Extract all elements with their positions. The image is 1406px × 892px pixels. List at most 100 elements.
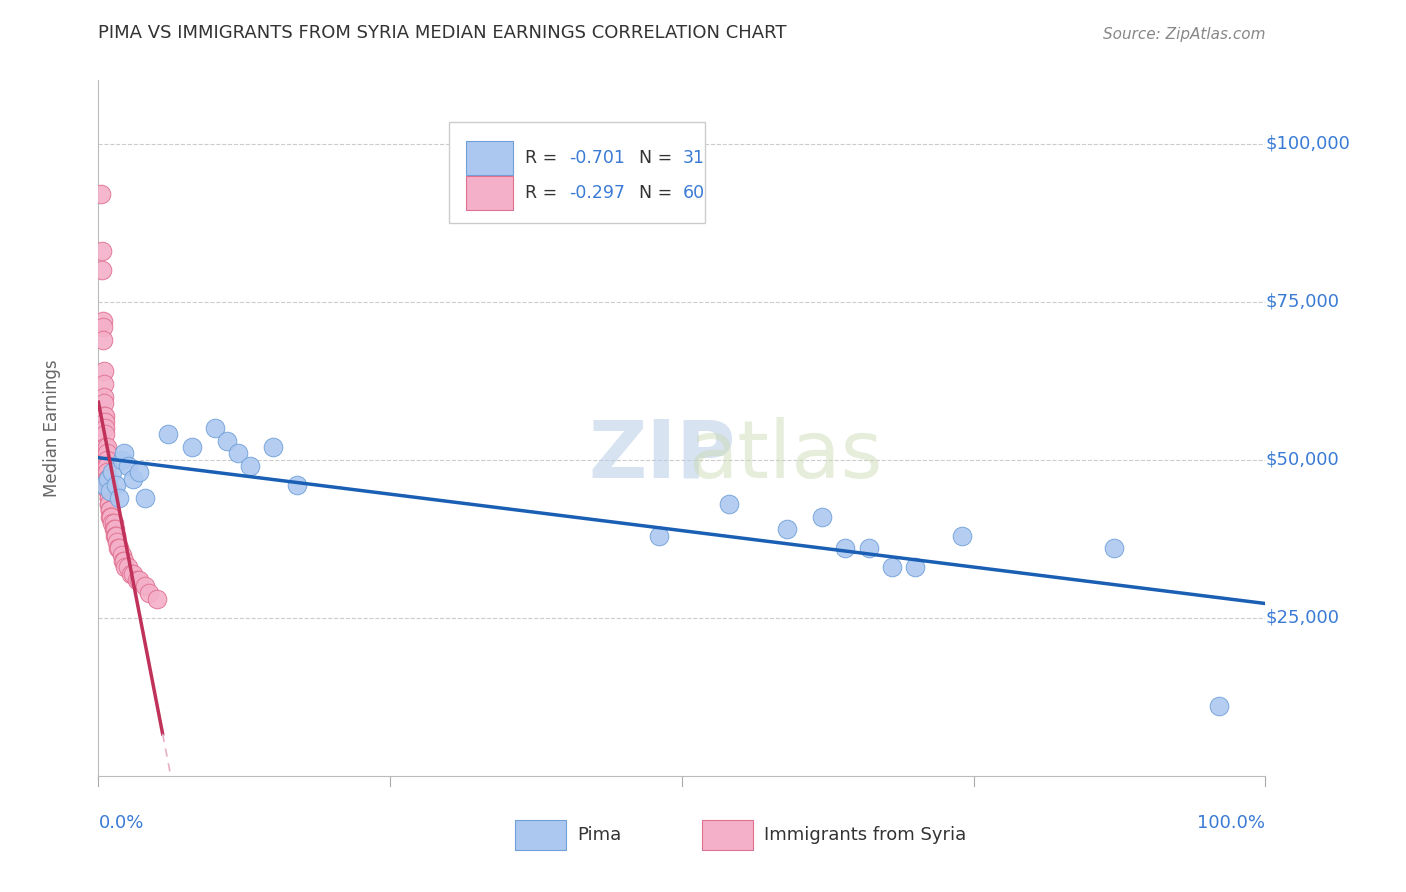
Point: [98, 484, 121, 499]
Point: [128, 466, 150, 480]
FancyBboxPatch shape: [702, 820, 754, 850]
Point: [811, 509, 834, 524]
Text: Pima: Pima: [576, 826, 621, 844]
Point: [128, 573, 150, 587]
Point: [98, 503, 121, 517]
Point: [94, 415, 117, 429]
Point: [114, 560, 136, 574]
Point: [117, 560, 139, 574]
Point: [647, 529, 669, 543]
Point: [97, 484, 120, 499]
Point: [1208, 699, 1230, 714]
Point: [1102, 541, 1125, 556]
Point: [96, 446, 118, 460]
Point: [98, 503, 121, 517]
Point: [880, 560, 903, 574]
Point: [97, 478, 120, 492]
Point: [91, 320, 114, 334]
Point: [157, 427, 180, 442]
Point: [97, 497, 120, 511]
Point: [104, 529, 127, 543]
Point: [180, 440, 202, 454]
Point: [93, 390, 115, 404]
Point: [776, 522, 799, 536]
Point: [904, 560, 927, 574]
Point: [204, 421, 226, 435]
Point: [104, 529, 127, 543]
Point: [112, 446, 135, 460]
Point: [93, 478, 115, 492]
Point: [100, 509, 122, 524]
Point: [108, 541, 131, 556]
Point: [97, 497, 120, 511]
Point: [285, 478, 308, 492]
FancyBboxPatch shape: [465, 176, 513, 211]
Text: Median Earnings: Median Earnings: [42, 359, 60, 497]
Point: [98, 503, 121, 517]
Point: [120, 566, 142, 581]
Point: [96, 472, 118, 486]
Text: -0.701: -0.701: [569, 149, 626, 168]
Text: PIMA VS IMMIGRANTS FROM SYRIA MEDIAN EARNINGS CORRELATION CHART: PIMA VS IMMIGRANTS FROM SYRIA MEDIAN EAR…: [98, 24, 787, 42]
Point: [96, 459, 118, 474]
Point: [96, 466, 118, 480]
Text: -0.297: -0.297: [569, 184, 626, 202]
Point: [94, 440, 117, 454]
Text: $100,000: $100,000: [1265, 135, 1350, 153]
Point: [100, 509, 122, 524]
Point: [125, 573, 148, 587]
Point: [112, 554, 135, 568]
Point: [134, 579, 156, 593]
Point: [91, 333, 114, 347]
Point: [94, 421, 117, 435]
Point: [104, 478, 127, 492]
Point: [107, 541, 129, 556]
Point: [111, 452, 134, 467]
Point: [104, 529, 127, 543]
Point: [101, 516, 124, 530]
Point: [104, 522, 127, 536]
Text: ZIP: ZIP: [589, 417, 735, 495]
Text: $25,000: $25,000: [1265, 609, 1340, 627]
Point: [950, 529, 973, 543]
Text: atlas: atlas: [688, 417, 882, 495]
Point: [94, 427, 117, 442]
Text: 100.0%: 100.0%: [1198, 814, 1265, 832]
Point: [146, 591, 169, 606]
Point: [111, 554, 134, 568]
Point: [103, 516, 125, 530]
Point: [108, 491, 131, 505]
Point: [228, 446, 250, 460]
Point: [122, 566, 145, 581]
Point: [262, 440, 284, 454]
Point: [93, 364, 115, 378]
Point: [134, 491, 156, 505]
Point: [96, 459, 118, 474]
Text: $75,000: $75,000: [1265, 293, 1340, 310]
Point: [91, 313, 114, 327]
Point: [103, 522, 125, 536]
Point: [97, 484, 120, 499]
Point: [122, 472, 145, 486]
Text: R =: R =: [524, 184, 562, 202]
Point: [105, 535, 128, 549]
Point: [90, 244, 112, 258]
Point: [96, 452, 118, 467]
Point: [858, 541, 880, 556]
Text: Immigrants from Syria: Immigrants from Syria: [763, 826, 966, 844]
Text: N =: N =: [627, 184, 678, 202]
Point: [239, 459, 262, 474]
Point: [97, 478, 120, 492]
Point: [97, 491, 120, 505]
Point: [101, 466, 124, 480]
Point: [138, 585, 160, 599]
Point: [94, 409, 117, 423]
Text: 60: 60: [682, 184, 704, 202]
Point: [111, 548, 134, 562]
Point: [90, 263, 112, 277]
Point: [215, 434, 238, 448]
Text: Source: ZipAtlas.com: Source: ZipAtlas.com: [1102, 27, 1265, 42]
Point: [117, 459, 139, 474]
Point: [97, 472, 120, 486]
Point: [90, 187, 112, 202]
